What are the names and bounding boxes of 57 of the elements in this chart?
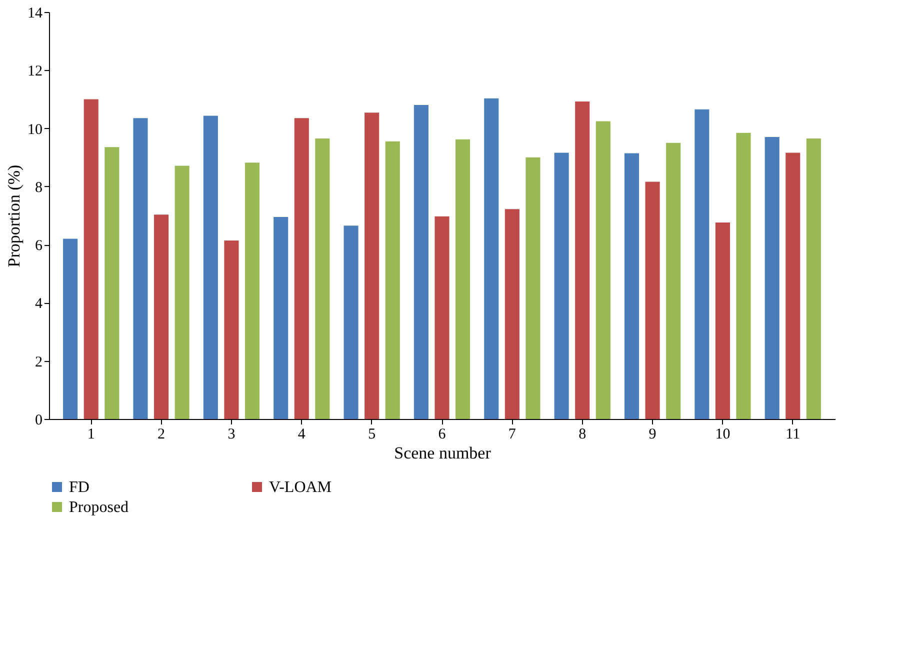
bar <box>344 226 358 419</box>
x-tick-label: 4 <box>298 426 306 442</box>
x-tick-label: 1 <box>87 426 95 442</box>
y-tick-label: 10 <box>28 122 42 138</box>
bar <box>174 166 190 419</box>
y-tick-label: 12 <box>28 64 42 80</box>
bar <box>154 214 169 419</box>
bar <box>203 116 218 419</box>
legend-label: Proposed <box>69 499 129 516</box>
legend-label: FD <box>69 479 90 496</box>
bar <box>224 240 239 419</box>
x-tick-label: 3 <box>228 426 236 442</box>
bar <box>715 222 730 419</box>
y-tick-label: 6 <box>35 238 43 254</box>
x-tick-label: 9 <box>648 426 656 442</box>
bar <box>504 209 520 419</box>
bar <box>736 132 751 419</box>
bar <box>456 139 470 419</box>
bar <box>526 157 540 419</box>
x-tick-label: 6 <box>438 426 446 442</box>
bar <box>596 121 610 419</box>
bar <box>666 142 681 419</box>
x-tick-label: 11 <box>786 426 800 442</box>
bar <box>554 152 569 419</box>
y-tick-label: 4 <box>35 296 43 312</box>
x-tick-label: 2 <box>158 426 166 442</box>
bar <box>63 238 78 419</box>
bar <box>694 109 710 419</box>
bar <box>764 137 780 419</box>
x-axis-title: Scene number <box>394 444 492 462</box>
bar <box>385 141 400 419</box>
bar <box>645 182 660 419</box>
bar <box>133 118 148 419</box>
bar <box>786 152 800 419</box>
bar <box>806 138 821 419</box>
bar <box>104 147 120 419</box>
x-tick-label: 10 <box>715 426 730 442</box>
bar <box>575 102 590 419</box>
bar <box>484 98 499 419</box>
x-tick-label: 5 <box>368 426 376 442</box>
bar <box>364 112 380 419</box>
bar <box>315 138 330 419</box>
bar <box>244 162 260 419</box>
bar <box>414 105 428 419</box>
bar <box>274 216 288 419</box>
y-tick-label: 0 <box>35 412 42 428</box>
y-tick-label: 2 <box>35 354 42 370</box>
y-tick-label: 14 <box>28 6 43 22</box>
y-axis-title: Proportion (%) <box>4 164 24 268</box>
y-tick-label: 8 <box>35 180 42 196</box>
x-tick-label: 8 <box>578 426 586 442</box>
bar <box>434 216 450 419</box>
bar <box>84 99 98 419</box>
bar <box>294 118 309 419</box>
x-tick-label: 7 <box>508 426 516 442</box>
legend-label: V-LOAM <box>269 479 332 496</box>
bar <box>624 153 640 419</box>
